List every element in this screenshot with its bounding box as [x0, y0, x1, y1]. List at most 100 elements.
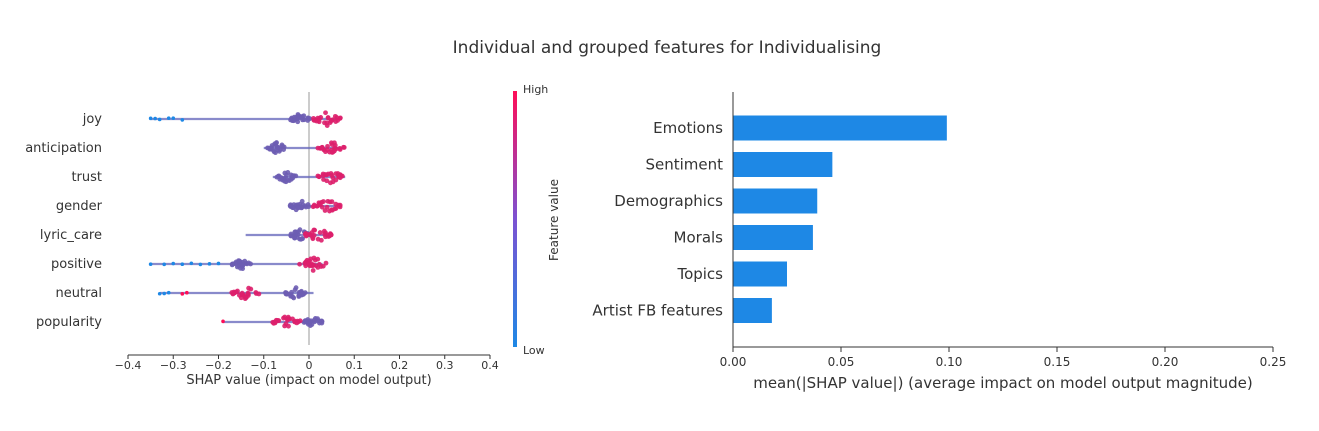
- beeswarm-point-low: [240, 262, 246, 268]
- beeswarm-point-high: [327, 199, 333, 205]
- beeswarm-point-high: [282, 323, 288, 329]
- beeswarm-point-high: [317, 230, 323, 235]
- beeswarm-point-low: [289, 289, 294, 295]
- beeswarm-row-trust: [272, 170, 346, 186]
- beeswarm-point-high: [328, 232, 334, 238]
- bar-chart-x-label: mean(|SHAP value|) (average impact on mo…: [753, 374, 1253, 392]
- beeswarm-point-high: [317, 116, 322, 121]
- beeswarm-row-lyric_care: [245, 227, 334, 243]
- bar-x-tick-label: 0.05: [828, 355, 855, 369]
- beeswarm-point-low: [281, 147, 286, 152]
- bar-x-tick-label: 0.20: [1152, 355, 1179, 369]
- bar-demographics: [733, 188, 818, 214]
- bar-y-label: Sentiment: [645, 156, 723, 174]
- bar-x-tick-label: 0.10: [936, 355, 963, 369]
- colorbar: High Low Feature value: [513, 83, 561, 357]
- beeswarm-outlier: [153, 116, 157, 121]
- beeswarm-point-high: [320, 173, 326, 178]
- beeswarm-point-high: [315, 256, 321, 262]
- bar-chart: Emotions Sentiment Demographics Morals Topic…: [592, 92, 1286, 392]
- beeswarm-point-low: [274, 144, 280, 150]
- beeswarm-point-high: [325, 115, 331, 121]
- beeswarm-point-low: [284, 172, 289, 178]
- beeswarm-point-high: [325, 143, 330, 149]
- beeswarm-point-low: [300, 236, 305, 241]
- beeswarm-point-low: [246, 260, 251, 266]
- beeswarm-point-low: [265, 145, 270, 151]
- beeswarm-point-low: [292, 229, 298, 235]
- beeswarm-outlier: [180, 292, 185, 296]
- bar-x-tick-label: 0.00: [720, 355, 747, 369]
- beeswarm-point-low: [229, 261, 235, 267]
- beeswarm-outlier: [171, 116, 176, 121]
- beeswarm-point-low: [295, 205, 301, 211]
- beeswarm-point-high: [303, 263, 309, 269]
- beeswarm-point-low: [274, 174, 280, 180]
- colorbar-title: Feature value: [547, 179, 561, 261]
- beeswarm-outlier: [157, 117, 162, 122]
- colorbar-gradient: [513, 91, 517, 347]
- beeswarm-point-high: [337, 146, 343, 151]
- beeswarm-point-high: [239, 290, 245, 296]
- beeswarm-point-high: [332, 148, 337, 154]
- beeswarm-point-high: [332, 142, 338, 148]
- beeswarm-outlier: [166, 116, 171, 120]
- beeswarm-point-low: [296, 229, 301, 234]
- beeswarm-point-high: [297, 318, 303, 324]
- beeswarm-point-high: [311, 227, 317, 233]
- beeswarm-x-label: SHAP value (impact on model output): [186, 373, 431, 388]
- beeswarm-point-high: [306, 261, 312, 266]
- beeswarm-point-low: [301, 113, 307, 119]
- beeswarm-x-tick-label: −0.2: [205, 359, 232, 372]
- beeswarm-rows: [148, 110, 347, 329]
- beeswarm-point-low: [283, 290, 288, 295]
- beeswarm-x-tick-label: −0.1: [250, 359, 277, 372]
- beeswarm-outlier: [148, 262, 153, 266]
- beeswarm-point-high: [317, 202, 323, 208]
- beeswarm-point-high: [297, 261, 302, 267]
- beeswarm-point-high: [330, 175, 336, 181]
- beeswarm-y-label: neutral: [56, 286, 103, 301]
- beeswarm-point-low: [283, 179, 289, 185]
- beeswarm-outlier: [171, 261, 176, 266]
- beeswarm-outlier: [166, 290, 171, 295]
- beeswarm-point-low: [305, 115, 311, 121]
- beeswarm-y-label: lyric_care: [40, 228, 102, 243]
- beeswarm-point-low: [297, 290, 303, 295]
- bar-x-tick-label: 0.15: [1044, 355, 1071, 369]
- beeswarm-point-high: [311, 255, 317, 261]
- figure-title: Individual and grouped features for Indi…: [453, 38, 882, 58]
- bar-emotions: [733, 115, 947, 141]
- beeswarm-y-label: positive: [51, 257, 102, 272]
- beeswarm-point-low: [271, 148, 277, 154]
- beeswarm-x-ticks: −0.4 −0.3 −0.2 −0.1 0 0.1 0.2 0.3 0.4: [115, 355, 499, 372]
- beeswarm-point-low: [306, 204, 312, 210]
- beeswarm-outlier: [162, 262, 166, 267]
- beeswarm-point-low: [295, 112, 301, 117]
- beeswarm-x-tick-label: 0.4: [481, 359, 499, 372]
- beeswarm-point-high: [321, 228, 327, 234]
- beeswarm-chart: joy anticipation trust gender lyric_careposi…: [25, 92, 499, 388]
- beeswarm-x-tick-label: 0.2: [391, 359, 409, 372]
- beeswarm-point-high: [284, 316, 290, 322]
- beeswarm-x-tick-label: 0.1: [346, 359, 364, 372]
- beeswarm-point-high: [272, 320, 278, 326]
- beeswarm-point-high: [315, 173, 321, 179]
- beeswarm-y-label: anticipation: [25, 141, 102, 156]
- beeswarm-point-high: [323, 260, 329, 266]
- beeswarm-point-high: [303, 233, 309, 239]
- beeswarm-point-low: [288, 202, 293, 208]
- beeswarm-point-high: [310, 268, 316, 273]
- beeswarm-point-high: [322, 208, 328, 213]
- beeswarm-outlier: [221, 319, 225, 324]
- beeswarm-point-low: [236, 258, 242, 264]
- bar-sentiment: [733, 152, 833, 177]
- beeswarm-x-tick-label: 0.3: [436, 359, 454, 372]
- beeswarm-point-high: [336, 174, 342, 180]
- beeswarm-outlier: [198, 262, 203, 267]
- bar-y-label: Demographics: [614, 192, 723, 210]
- beeswarm-point-high: [327, 208, 332, 214]
- beeswarm-x-tick-label: 0: [306, 359, 313, 372]
- beeswarm-point-high: [328, 140, 334, 146]
- beeswarm-point-low: [295, 115, 301, 121]
